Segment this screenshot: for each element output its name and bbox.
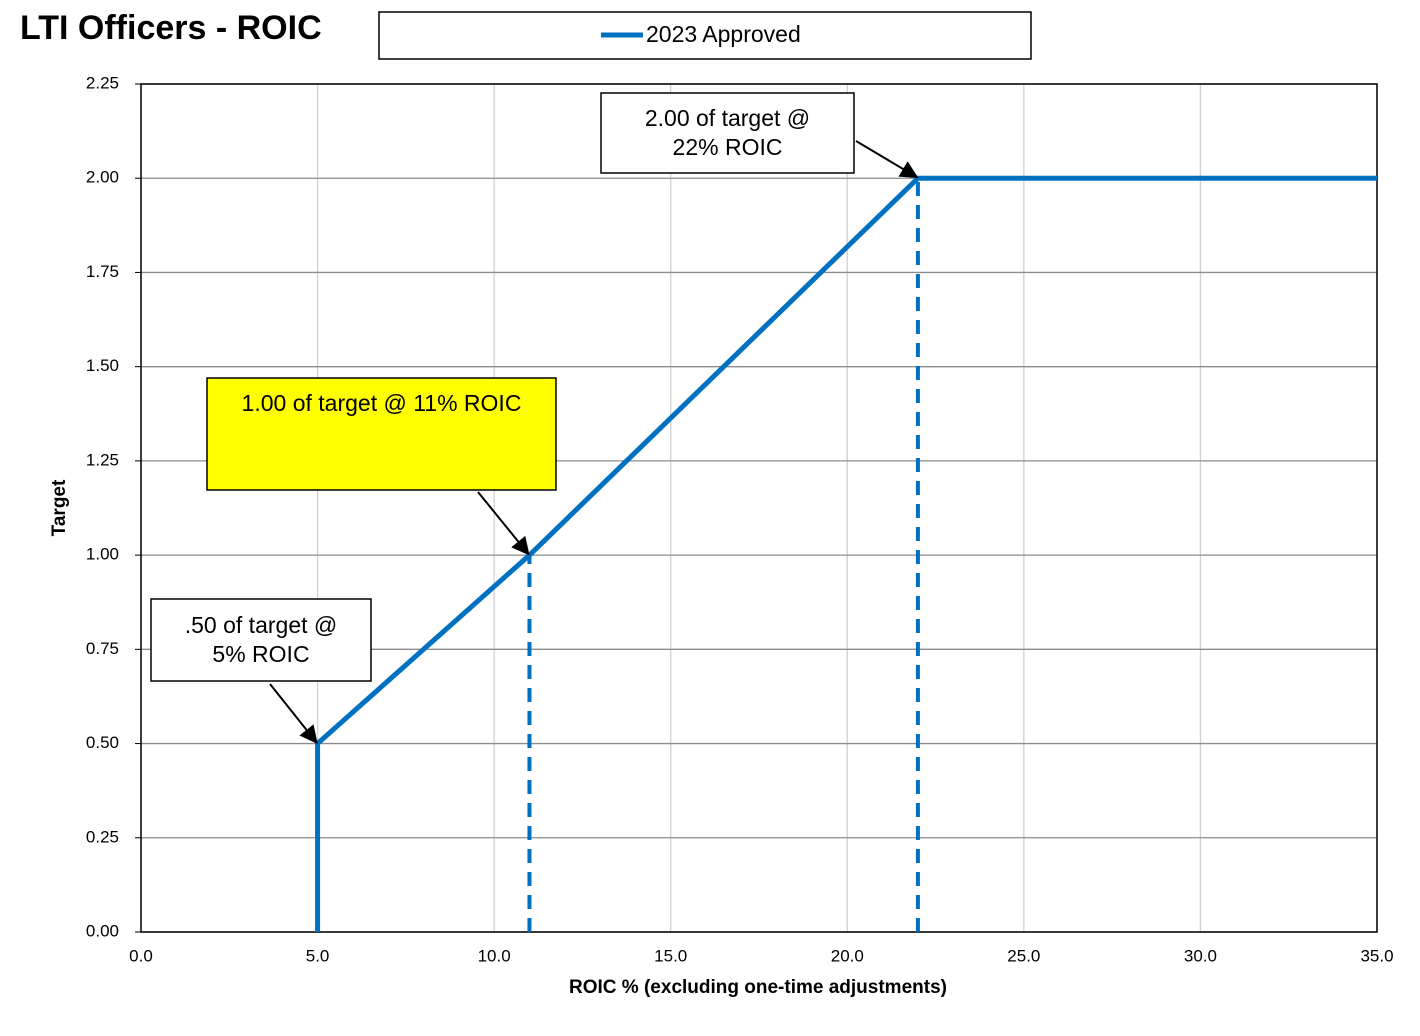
annotation-arrow [855, 140, 919, 179]
annotation-text: 2.00 of target @ [645, 105, 810, 131]
x-axis-title: ROIC % (excluding one-time adjustments) [569, 977, 947, 998]
annotation-box [150, 598, 372, 682]
y-tick-label: 0.50 [86, 733, 119, 752]
y-tick-label: 0.00 [86, 921, 119, 940]
legend-box [378, 11, 1032, 60]
y-tick-label: 1.75 [86, 262, 119, 281]
x-tick-label: 35.0 [1360, 946, 1393, 965]
x-tick-label: 25.0 [1007, 946, 1040, 965]
annotation-text: .50 of target @ [185, 612, 338, 638]
annotation-text: 22% ROIC [673, 134, 783, 160]
x-tick-label: 5.0 [306, 946, 330, 965]
x-tick-label: 15.0 [654, 946, 687, 965]
y-tick-label: 1.50 [86, 356, 119, 375]
chart-title: LTI Officers - ROIC [20, 9, 322, 47]
x-tick-label: 30.0 [1184, 946, 1217, 965]
plot-frame [140, 83, 1378, 933]
x-tick-label: 20.0 [831, 946, 864, 965]
annotation-text: 1.00 of target @ 11% ROIC [242, 390, 522, 416]
annotation-box [600, 92, 855, 174]
annotation-arrow [269, 683, 318, 744]
y-axis-title: Target [49, 479, 70, 536]
x-tick-label: 0.0 [129, 946, 153, 965]
annotation-box [206, 377, 557, 491]
y-tick-label: 0.25 [86, 827, 119, 846]
y-tick-label: 2.00 [86, 168, 119, 187]
y-tick-label: 1.25 [86, 450, 119, 469]
y-tick-label: 2.25 [86, 73, 119, 92]
y-tick-label: 0.75 [86, 639, 119, 658]
legend-label: 2023 Approved [646, 21, 801, 47]
annotation-arrow [477, 491, 530, 556]
y-tick-label: 1.00 [86, 545, 119, 564]
annotation-text: 5% ROIC [212, 641, 309, 667]
x-tick-label: 10.0 [478, 946, 511, 965]
